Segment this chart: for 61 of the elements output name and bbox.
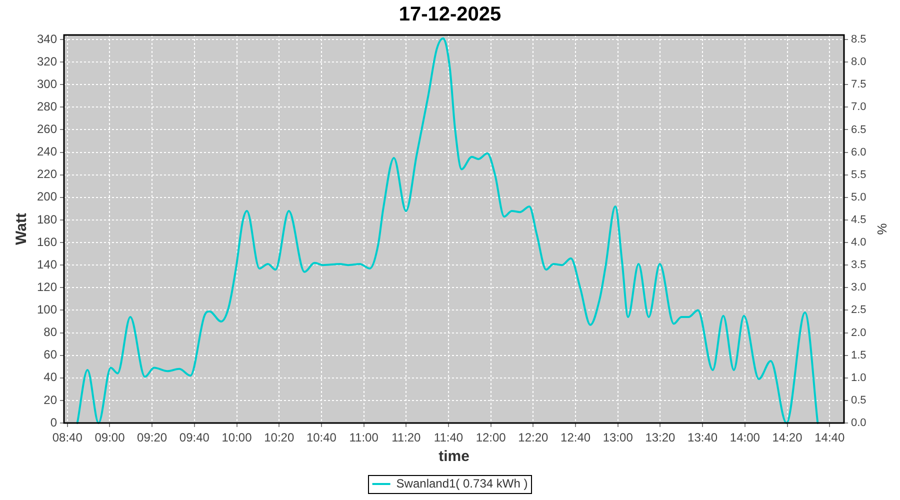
y2-tick-label: 5.0 xyxy=(851,191,866,204)
y2-tick-label: 5.5 xyxy=(851,168,866,181)
y-tick-label: 0 xyxy=(50,415,58,430)
y-tick-label: 320 xyxy=(36,54,58,68)
y2-tick-label: 8.0 xyxy=(851,56,866,68)
y2-tick-label: 0.0 xyxy=(851,417,866,430)
x-tick-label: 12:00 xyxy=(476,430,506,445)
x-axis-title: time xyxy=(438,448,470,466)
legend-label: Swanland1( 0.734 kWh ) xyxy=(396,476,528,490)
x-tick-label: 13:00 xyxy=(602,430,634,445)
y-tick-label: 240 xyxy=(36,144,58,159)
y-tick-label: 220 xyxy=(36,167,58,182)
x-tick-label: 14:40 xyxy=(814,430,845,445)
y2-axis-title: % xyxy=(874,223,890,236)
y2-tick-label: 0.5 xyxy=(851,394,866,406)
y-tick-label: 80 xyxy=(44,325,58,340)
x-tick-label: 09:00 xyxy=(94,430,126,445)
y-axis-title: Watt xyxy=(13,213,30,245)
x-tick-label: 13:40 xyxy=(688,430,718,445)
x-tick-label: 10:40 xyxy=(306,430,337,445)
y2-tick-label: 4.0 xyxy=(851,236,866,249)
x-tick-label: 14:00 xyxy=(730,430,760,445)
x-tick-label: 11:40 xyxy=(434,430,464,445)
y2-tick-label: 3.5 xyxy=(851,259,866,272)
y-tick-label: 280 xyxy=(36,100,58,114)
x-tick-label: 13:20 xyxy=(645,430,676,445)
y-tick-label: 160 xyxy=(36,234,58,249)
chart-title: 17-12-2025 xyxy=(398,4,502,26)
x-tick-label: 12:40 xyxy=(560,430,591,445)
x-tick-label: 08:40 xyxy=(52,430,83,445)
y-tick-label: 340 xyxy=(36,32,58,46)
y2-tick-label: 2.5 xyxy=(851,304,866,316)
x-tick-label: 12:20 xyxy=(518,430,549,445)
y2-tick-label: 3.0 xyxy=(851,282,866,294)
y-tick-label: 100 xyxy=(36,302,58,317)
y-tick-label: 200 xyxy=(36,190,58,204)
y2-tick-label: 7.0 xyxy=(851,101,866,114)
y2-tick-label: 4.5 xyxy=(851,214,866,226)
x-tick-label: 09:40 xyxy=(179,430,210,445)
x-tick-label: 09:20 xyxy=(137,430,168,445)
y-tick-label: 300 xyxy=(36,76,58,91)
y-tick-label: 140 xyxy=(36,257,58,272)
y2-tick-label: 1.5 xyxy=(851,349,866,362)
y2-tick-label: 2.0 xyxy=(851,326,866,339)
y2-tick-label: 6.5 xyxy=(851,124,866,136)
y2-tick-label: 6.0 xyxy=(851,146,866,158)
x-tick-label: 14:20 xyxy=(772,430,803,445)
y-tick-label: 180 xyxy=(36,212,58,226)
line-series xyxy=(76,37,819,424)
x-tick-label: 11:00 xyxy=(349,430,379,445)
x-tick-label: 10:00 xyxy=(222,430,252,445)
y2-tick-label: 7.5 xyxy=(851,78,866,91)
x-tick-label: 10:20 xyxy=(264,430,294,445)
y2-tick-label: 8.5 xyxy=(851,34,866,46)
y-tick-label: 260 xyxy=(36,122,58,136)
y-tick-label: 20 xyxy=(44,392,58,407)
y-tick-label: 40 xyxy=(44,370,58,384)
y-tick-label: 120 xyxy=(36,280,58,294)
y2-tick-label: 1.0 xyxy=(851,372,866,384)
x-tick-label: 11:20 xyxy=(392,430,422,445)
y-tick-label: 60 xyxy=(44,348,58,362)
